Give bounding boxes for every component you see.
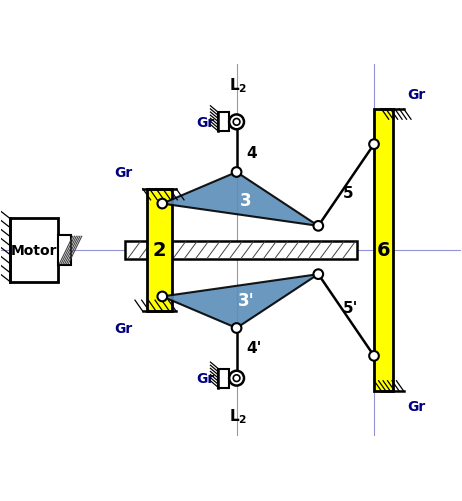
Circle shape <box>158 199 167 209</box>
Circle shape <box>233 119 240 126</box>
Circle shape <box>229 115 244 130</box>
Circle shape <box>369 140 379 150</box>
Circle shape <box>158 292 167 302</box>
Text: 6: 6 <box>377 241 390 260</box>
Circle shape <box>313 221 323 231</box>
Text: Gr: Gr <box>407 88 426 102</box>
Bar <box>374 110 393 391</box>
Polygon shape <box>162 275 318 328</box>
Circle shape <box>232 324 242 333</box>
Text: 5: 5 <box>342 185 353 200</box>
Bar <box>219 113 229 132</box>
Bar <box>125 241 357 260</box>
Text: 4: 4 <box>246 146 256 161</box>
Text: $\mathbf{L_2}$: $\mathbf{L_2}$ <box>229 76 248 95</box>
Text: Gr: Gr <box>196 371 214 385</box>
Circle shape <box>233 375 240 382</box>
Text: Motor: Motor <box>11 243 57 258</box>
Text: $\mathbf{L_2}$: $\mathbf{L_2}$ <box>229 406 248 425</box>
Text: Gr: Gr <box>114 321 133 335</box>
Text: Gr: Gr <box>407 399 426 413</box>
Text: Gr: Gr <box>196 116 214 130</box>
Text: Gr: Gr <box>114 166 133 180</box>
Text: 3: 3 <box>240 191 252 209</box>
Bar <box>147 189 171 312</box>
Bar <box>58 235 71 266</box>
Text: 2: 2 <box>152 241 166 260</box>
Bar <box>10 219 58 282</box>
Text: 5': 5' <box>342 301 358 316</box>
Circle shape <box>369 351 379 361</box>
Circle shape <box>232 168 242 177</box>
Text: 4': 4' <box>246 340 261 355</box>
Text: 3': 3' <box>237 292 254 310</box>
Bar <box>219 369 229 388</box>
Circle shape <box>229 371 244 386</box>
Circle shape <box>313 270 323 280</box>
Polygon shape <box>162 173 318 226</box>
